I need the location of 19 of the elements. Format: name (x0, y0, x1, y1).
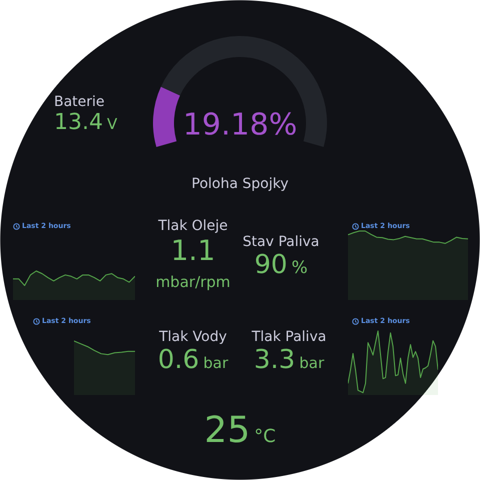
text: Tlak Paliva (252, 329, 326, 345)
text: bar (299, 354, 324, 372)
text: Tlak Oleje (157, 218, 229, 234)
text: °C (254, 426, 276, 447)
text: 19.18% (182, 108, 298, 142)
text: 13.4 (54, 110, 103, 135)
text: mbar/rpm (156, 273, 230, 291)
text: 3.3 (254, 345, 296, 375)
text: bar (203, 354, 228, 372)
text: 25 (204, 410, 250, 451)
text: Baterie (54, 94, 106, 110)
text: 90 (254, 250, 288, 280)
text: Stav Paliva (242, 234, 320, 250)
text: Tlak Vody (158, 329, 228, 345)
text: % (291, 258, 308, 278)
text: 1.1 (170, 234, 216, 267)
text: V (106, 115, 118, 133)
text: Poloha Spojky (192, 176, 288, 192)
text: 0.6 (158, 345, 200, 375)
